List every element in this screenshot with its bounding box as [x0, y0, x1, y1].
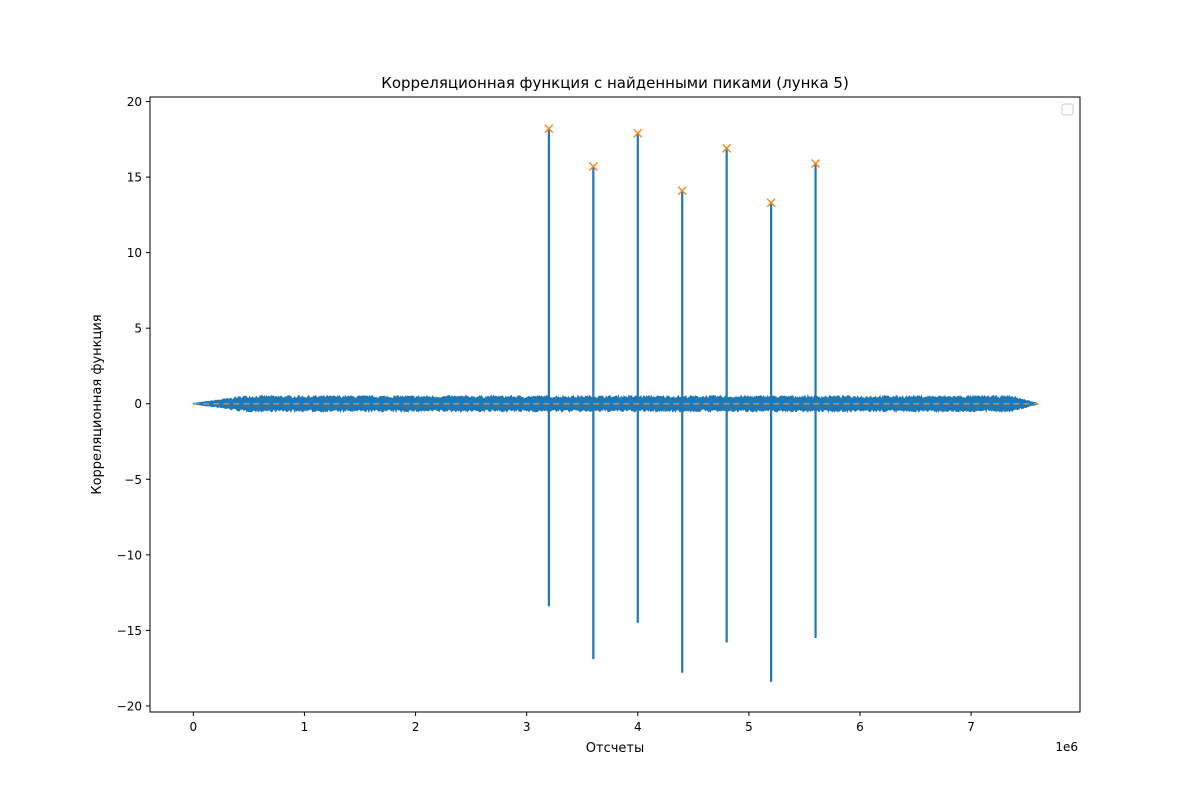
x-tick-label: 7 — [967, 720, 975, 734]
y-tick-label: 5 — [134, 322, 142, 336]
x-axis-offset-label: 1e6 — [1055, 740, 1078, 754]
peak-marker-3 — [633, 128, 643, 138]
y-tick-label: −5 — [124, 473, 142, 487]
chart-title: Корреляционная функция с найденными пика… — [381, 74, 849, 92]
y-tick-label: 10 — [127, 246, 142, 260]
x-tick-label: 1 — [301, 720, 309, 734]
peak-marker-5 — [722, 143, 732, 153]
y-tick-label: −10 — [117, 548, 142, 562]
y-tick-label: 15 — [127, 171, 142, 185]
x-tick-label: 6 — [856, 720, 864, 734]
y-axis-label: Корреляционная функция — [90, 314, 105, 494]
axes-frame — [149, 96, 1081, 713]
peak-marker-7 — [811, 159, 821, 168]
y-tick-label: −15 — [117, 624, 142, 638]
peak-marker-6 — [766, 198, 776, 208]
peak-marker-4 — [677, 186, 687, 196]
x-tick-label: 4 — [634, 720, 642, 734]
x-tick-label: 5 — [745, 720, 753, 734]
y-tick-label: −20 — [117, 699, 142, 713]
y-tick-label: 20 — [127, 95, 142, 109]
x-tick-label: 3 — [523, 720, 531, 734]
legend-box — [1061, 103, 1074, 116]
x-tick-label: 2 — [412, 720, 420, 734]
y-axis: −20 −15 −10 −5 0 5 10 15 20 — [117, 95, 150, 713]
plot-area — [192, 124, 1039, 682]
x-axis-label: Отсчеты — [586, 741, 644, 756]
x-tick-label: 0 — [190, 720, 198, 734]
peak-marker-1 — [544, 124, 554, 134]
y-tick-label: 0 — [134, 397, 142, 411]
peak-marker-2 — [588, 162, 598, 171]
x-axis: 0 1 2 3 4 5 6 7 — [190, 712, 975, 734]
